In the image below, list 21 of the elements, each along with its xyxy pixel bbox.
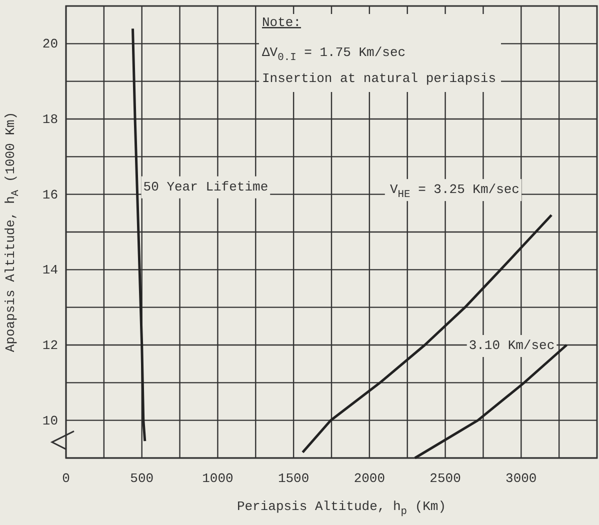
x-tick-label: 1500 (278, 471, 310, 486)
annotation: Insertion at natural periapsis (262, 71, 496, 86)
series-label: 50 Year Lifetime (143, 179, 268, 194)
x-tick-label: 500 (130, 471, 154, 486)
y-tick-label: 16 (42, 187, 58, 202)
line-series (301, 214, 553, 454)
y-tick-label: 12 (42, 338, 58, 353)
y-tick-label: 18 (42, 112, 58, 127)
y-tick-label: 14 (42, 262, 58, 278)
x-tick-label: 3000 (506, 471, 537, 486)
text: V$_{HE}$ = 3.25 Km/sec (390, 182, 520, 201)
x-axis-title: Periapsis Altitude, h$_{p}$ (Km) (236, 499, 446, 518)
y-tick-label: 20 (42, 36, 58, 52)
series-label: 3.10 Km/sec (468, 338, 555, 353)
annotation: ΔV$_{0.I}$ = 1.75 Km/sec (262, 45, 406, 64)
x-tick-label: 0 (62, 471, 70, 486)
annotation: Note: (262, 15, 302, 30)
x-tick-label: 2500 (430, 471, 461, 486)
x-tick-label: 1000 (202, 471, 234, 486)
x-tick-label: 2000 (354, 471, 386, 486)
y-tick-label: 10 (42, 413, 58, 428)
